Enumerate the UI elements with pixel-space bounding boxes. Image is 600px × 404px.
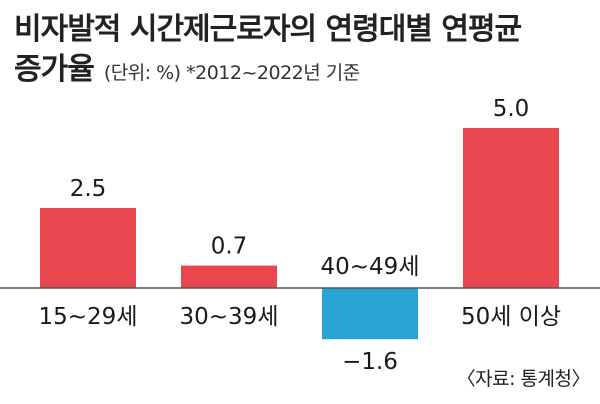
bar-1 — [40, 208, 136, 288]
category-label-2: 30~39세 — [180, 304, 279, 330]
category-label-1: 15~29세 — [39, 304, 138, 330]
value-label-1: 2.5 — [70, 176, 107, 202]
bar-4 — [463, 128, 559, 288]
category-label-3: 40~49세 — [321, 254, 420, 280]
title-line-2: 증가율 (단위: %) *2012~2022년 기준 — [14, 50, 594, 93]
category-label-4: 50세 이상 — [461, 304, 561, 330]
title-line-1: 비자발적 시간제근로자의 연령대별 연평균 — [14, 12, 522, 47]
chart-title: 비자발적 시간제근로자의 연령대별 연평균 증가율 (단위: %) *2012~2… — [14, 10, 594, 93]
source-note: 〈자료: 통계청〉 — [456, 368, 591, 390]
bar-2 — [181, 265, 277, 288]
bar-3 — [322, 288, 418, 340]
value-label-2: 0.7 — [211, 234, 248, 260]
title-line-2-text: 증가율 — [14, 52, 95, 87]
value-label-4: 5.0 — [493, 96, 530, 122]
unit-note: (단위: %) *2012~2022년 기준 — [103, 62, 360, 84]
value-label-3: −1.6 — [342, 349, 398, 375]
